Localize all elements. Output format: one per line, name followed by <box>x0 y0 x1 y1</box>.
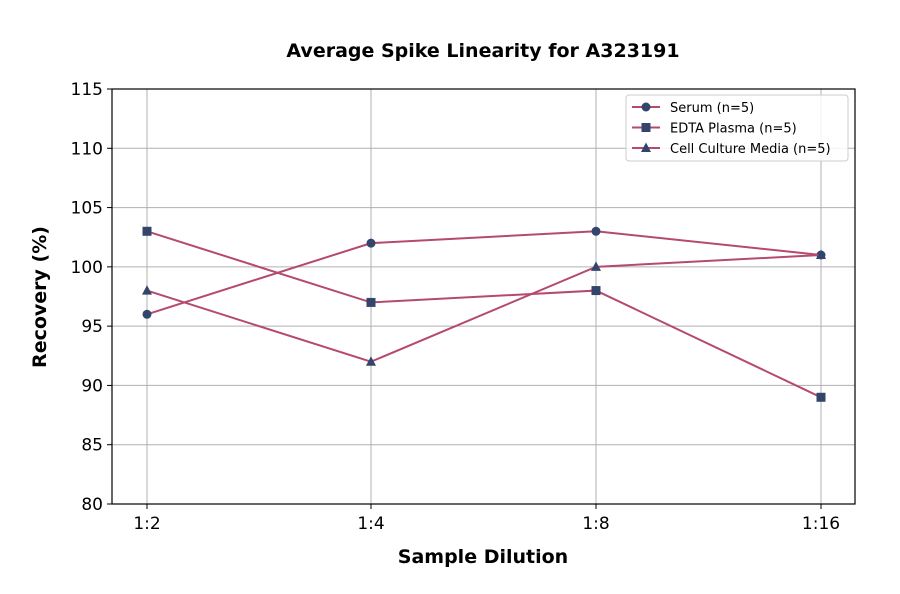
series-line <box>146 230 822 316</box>
data-point <box>591 286 601 296</box>
plot-frame <box>111 88 856 505</box>
series-square <box>142 226 826 402</box>
legend-label: Serum (n=5) <box>670 101 754 116</box>
data-point <box>366 297 376 307</box>
x-tick-label: 1:2 <box>133 514 160 534</box>
data-point <box>816 249 826 259</box>
series-line <box>146 230 822 399</box>
chart-title: Average Spike Linearity for A323191 <box>286 40 679 62</box>
series-circle <box>142 226 826 319</box>
legend-marker <box>641 102 651 112</box>
legend-label: Cell Culture Media (n=5) <box>670 142 831 157</box>
data-point <box>142 226 152 236</box>
y-axis-label: Recovery (%) <box>29 226 51 368</box>
legend-label: EDTA Plasma (n=5) <box>670 122 797 137</box>
series-triangle <box>142 249 826 366</box>
data-point <box>366 356 376 366</box>
legend-box <box>625 94 849 162</box>
x-tick-label: 1:4 <box>357 514 384 534</box>
x-axis-label: Sample Dilution <box>398 546 568 568</box>
y-tick-label: 80 <box>81 495 103 515</box>
legend: Serum (n=5) EDTA Plasma (n=5) Cell Culture… <box>625 94 849 162</box>
y-tick-label: 95 <box>81 317 103 337</box>
data-point <box>142 309 152 319</box>
data-point <box>816 392 826 402</box>
y-tick-label: 115 <box>71 80 103 100</box>
data-point <box>366 238 376 248</box>
y-tick-label: 90 <box>81 376 103 396</box>
data-point <box>142 285 152 295</box>
legend-marker <box>641 142 651 152</box>
y-tick-label: 110 <box>71 139 103 159</box>
y-tick-label: 105 <box>71 199 103 219</box>
y-tick-label: 100 <box>71 258 103 278</box>
x-tick-label: 1:16 <box>802 514 840 534</box>
y-tick-label: 85 <box>81 436 103 456</box>
x-tick-label: 1:8 <box>582 514 609 534</box>
legend-marker <box>641 123 651 132</box>
data-point <box>591 226 601 236</box>
series-line <box>146 254 822 363</box>
data-point <box>591 261 601 271</box>
